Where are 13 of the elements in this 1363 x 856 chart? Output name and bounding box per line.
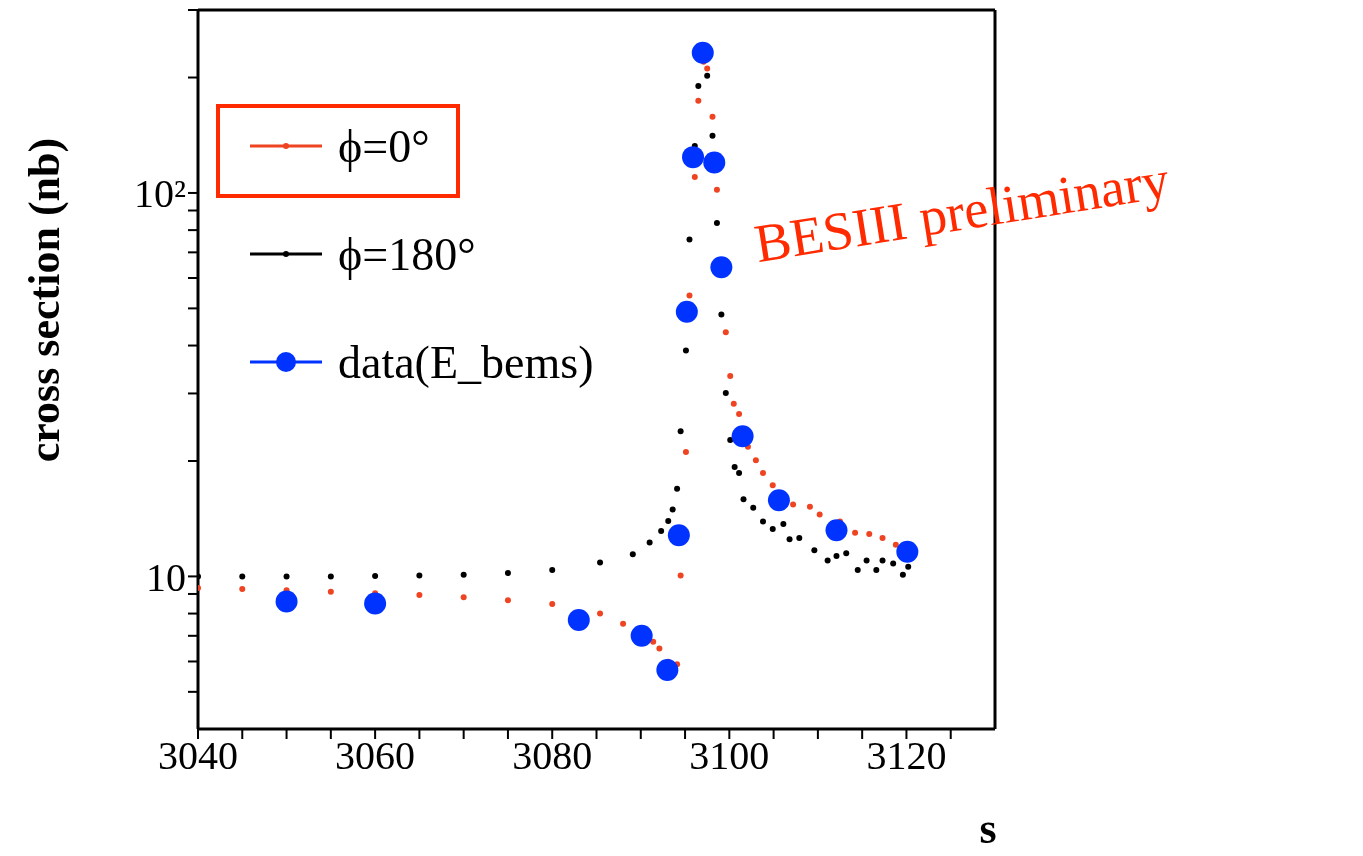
legend-label: data(E_bems)	[338, 335, 594, 389]
x-tick-label: 3100	[689, 733, 770, 779]
legend-label: ϕ=180°	[338, 227, 476, 281]
y-tick-label: 10	[146, 554, 186, 600]
y-axis-title: cross section (nb)	[19, 136, 70, 465]
x-tick-label: 3120	[866, 733, 947, 779]
y-tick-label: 10²	[134, 171, 186, 217]
annotation: BESIII preliminary	[750, 148, 1174, 275]
x-tick-label: 3080	[512, 733, 593, 779]
x-tick-label: 3060	[335, 733, 416, 779]
legend-label: ϕ=0°	[338, 119, 430, 173]
x-axis-title: s	[978, 803, 998, 854]
x-tick-label: 3040	[158, 733, 238, 779]
